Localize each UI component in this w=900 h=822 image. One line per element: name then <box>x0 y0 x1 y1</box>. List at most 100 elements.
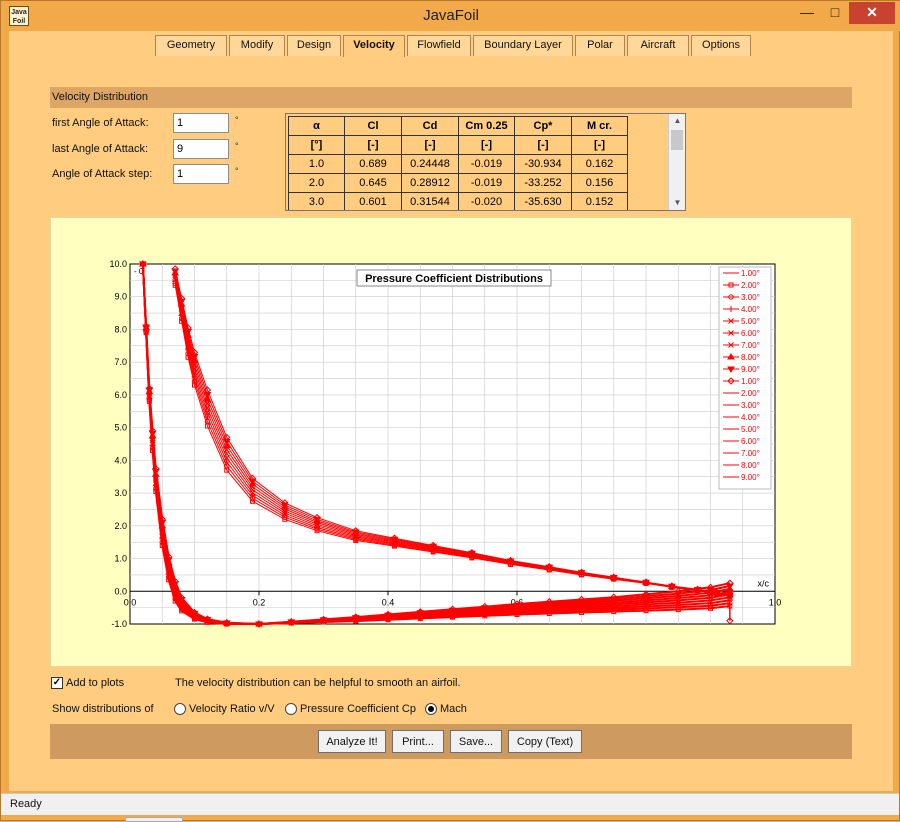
window-title: JavaFoil <box>423 7 479 24</box>
trailing-edge-marker <box>726 617 734 625</box>
main-panel: Geometry Modify Design Velocity Flowfiel… <box>9 31 893 791</box>
curve-marker <box>706 583 715 592</box>
curve-marker <box>158 515 166 523</box>
table-cell: 0.24448 <box>401 154 459 174</box>
first-aoa-unit: ° <box>235 115 239 125</box>
curve-marker <box>384 610 392 619</box>
legend-label: 9.00° <box>741 473 760 482</box>
table-header-row: α Cl Cd Cm 0.25 Cp* M cr. <box>288 116 628 136</box>
add-to-plots-label: Add to plots <box>66 677 125 689</box>
curve-marker <box>177 594 186 602</box>
curve-marker <box>171 577 179 586</box>
curve-marker <box>726 579 734 587</box>
results-table-panel[interactable]: α Cl Cd Cm 0.25 Cp* M cr. [°] [-] [-] [-… <box>285 113 686 211</box>
curve-marker <box>223 459 230 465</box>
table-cell: -35.630 <box>514 192 572 210</box>
x-tick-label: 0.6 <box>511 597 524 607</box>
x-tick-label: 0.4 <box>382 597 395 607</box>
table-unit-row: [°] [-] [-] [-] [-] [-] <box>288 135 628 155</box>
y-tick-label: 6.0 <box>114 390 127 400</box>
tab-velocity[interactable]: Velocity <box>343 35 405 57</box>
velocity-ratio-label[interactable]: Velocity Ratio v/V <box>189 703 275 715</box>
javafoil-app-icon[interactable]: Java Foil <box>9 6 29 26</box>
scroll-thumb[interactable] <box>671 130 683 150</box>
tab-design[interactable]: Design <box>287 35 341 56</box>
tab-geometry[interactable]: Geometry <box>155 35 227 56</box>
aoa-step-input[interactable] <box>173 164 229 184</box>
upper-surface-curve <box>174 268 730 595</box>
curve-marker <box>203 615 212 623</box>
y-tick-label: 7.0 <box>114 357 127 367</box>
curve-marker <box>250 498 256 504</box>
curve-marker <box>545 563 553 571</box>
tab-boundary-layer[interactable]: Boundary Layer <box>473 35 573 56</box>
y-tick-label: 3.0 <box>114 488 127 498</box>
first-aoa-label: first Angle of Attack: <box>52 117 149 129</box>
y-tick-label: 2.0 <box>114 521 127 531</box>
minimize-button[interactable]: — <box>800 4 814 20</box>
pressure-coefficient-label[interactable]: Pressure Coefficient Cp <box>300 703 416 715</box>
pressure-coefficient-radio[interactable] <box>285 703 297 715</box>
curve-marker <box>248 474 257 483</box>
window-edge-tab <box>125 817 183 822</box>
maximize-button[interactable]: □ <box>830 4 840 20</box>
tab-polar[interactable]: Polar <box>575 35 625 56</box>
scroll-down-icon[interactable]: ▼ <box>673 198 682 207</box>
x-tick-label: 1.0 <box>769 597 782 607</box>
analyze-button[interactable]: Analyze It! <box>318 730 386 753</box>
unit-cell: [-] <box>401 135 459 155</box>
curve-marker <box>674 587 682 595</box>
tab-aircraft[interactable]: Aircraft <box>627 35 689 56</box>
tab-flowfield[interactable]: Flowfield <box>407 35 471 56</box>
copy-text-button[interactable]: Copy (Text) <box>508 730 582 753</box>
col-cm: Cm 0.25 <box>458 116 515 136</box>
table-row[interactable]: 3.0 0.601 0.31544 -0.020 -35.630 0.152 <box>288 192 628 210</box>
curve-marker <box>577 595 586 604</box>
table-cell: 0.645 <box>344 173 402 193</box>
table-row[interactable]: 1.0 0.689 0.24448 -0.019 -30.934 0.162 <box>288 154 628 174</box>
table-cell: 0.689 <box>344 154 402 174</box>
table-cell: -33.252 <box>514 173 572 193</box>
table-row[interactable]: 2.0 0.645 0.28912 -0.019 -33.252 0.156 <box>288 173 628 193</box>
curve-marker <box>577 568 586 576</box>
curve-marker <box>190 348 199 357</box>
plot-panel: -1.0 0.0 1.0 2.0 3.0 4.0 5.0 6.0 7.0 8.0 9.0 10.0 0.… <box>50 217 852 667</box>
curve-marker <box>148 427 157 435</box>
curve-marker <box>177 294 186 303</box>
table-cell: -0.019 <box>458 173 515 193</box>
save-button[interactable]: Save... <box>450 730 502 753</box>
table-cell: 0.156 <box>571 173 628 193</box>
legend-label: 1.00° <box>741 269 760 278</box>
last-aoa-input[interactable] <box>173 139 229 159</box>
table-scrollbar[interactable]: ▲ ▼ <box>668 114 685 210</box>
tab-options[interactable]: Options <box>691 35 751 56</box>
print-button[interactable]: Print... <box>392 730 444 753</box>
curve-marker <box>184 324 192 332</box>
unit-cell: [-] <box>458 135 515 155</box>
y-tick-label: 0.0 <box>114 586 127 596</box>
curve-marker <box>152 464 160 473</box>
hint-text: The velocity distribution can be helpful… <box>175 677 461 689</box>
velocity-ratio-radio[interactable] <box>174 703 186 715</box>
add-to-plots-checkbox[interactable]: ✓ <box>51 677 63 689</box>
curve-marker <box>145 384 154 393</box>
legend-label: 4.00° <box>741 305 760 314</box>
table-cell: 0.601 <box>344 192 402 210</box>
curve-marker <box>203 386 212 394</box>
mach-radio[interactable] <box>425 703 437 715</box>
chart-title: Pressure Coefficient Distributions <box>365 273 543 285</box>
first-aoa-input[interactable] <box>173 113 229 133</box>
legend-label: 3.00° <box>741 401 760 410</box>
curve-marker <box>390 534 399 542</box>
curve-marker <box>142 322 150 330</box>
scroll-up-icon[interactable]: ▲ <box>673 116 682 125</box>
col-m-cr: M cr. <box>571 116 628 136</box>
tab-modify[interactable]: Modify <box>229 35 285 56</box>
pressure-coefficient-chart: -1.0 0.0 1.0 2.0 3.0 4.0 5.0 6.0 7.0 8.0 9.0 10.0 0.… <box>109 259 782 629</box>
title-bar: Java Foil JavaFoil — □ ✕ <box>1 1 900 31</box>
mach-label[interactable]: Mach <box>440 703 467 715</box>
col-cl: Cl <box>344 116 402 136</box>
table-cell: 1.0 <box>288 154 345 174</box>
aoa-step-label: Angle of Attack step: <box>52 168 153 180</box>
close-button[interactable]: ✕ <box>849 2 895 24</box>
